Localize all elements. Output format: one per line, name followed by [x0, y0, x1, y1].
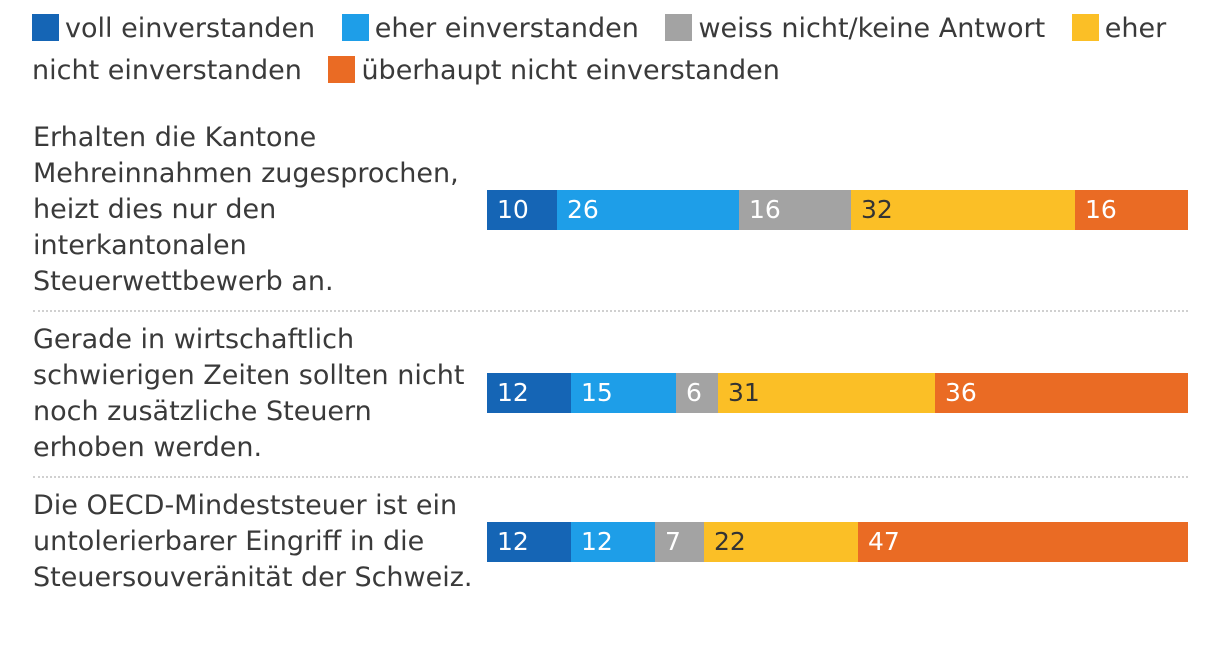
legend-label: überhaupt nicht einverstanden — [361, 55, 780, 86]
bar-segment: 32 — [851, 190, 1075, 230]
category-label: Die OECD-Mindeststeuer ist ein untolerie… — [33, 490, 473, 593]
bar-segment: 12 — [487, 373, 571, 413]
row-divider — [33, 476, 1188, 478]
legend-label: eher einverstanden — [374, 13, 639, 44]
bar-segment: 47 — [858, 522, 1188, 562]
bar-segment: 15 — [571, 373, 676, 413]
stacked-bar: 12 12 7 22 47 — [487, 522, 1188, 562]
bar-segment: 10 — [487, 190, 557, 230]
bar-segment: 6 — [676, 373, 718, 413]
legend-swatch — [1071, 14, 1099, 41]
bar-segment: 26 — [557, 190, 739, 230]
legend-swatch — [341, 14, 369, 41]
category-label: Gerade in wirtschaftlich schwierigen Zei… — [33, 324, 465, 463]
legend-label: eher nicht einverstanden — [32, 13, 1167, 86]
bar-segment: 16 — [1075, 190, 1188, 230]
legend-item: eher einverstanden — [341, 13, 639, 44]
legend-item: eher nicht einverstanden — [32, 13, 1166, 86]
row-divider — [33, 310, 1188, 312]
bar-segment: 12 — [571, 522, 655, 562]
category-label: Erhalten die Kantone Mehreinnahmen zuges… — [33, 122, 459, 297]
legend-item: überhaupt nicht einverstanden — [328, 55, 780, 86]
legend-label: voll einverstanden — [65, 13, 316, 44]
bar-segment: 7 — [655, 522, 704, 562]
stacked-bar: 10 26 16 32 16 — [487, 190, 1188, 230]
legend-swatch — [328, 56, 356, 83]
bar-segment: 36 — [935, 373, 1188, 413]
legend-label: weiss nicht/keine Antwort — [698, 13, 1046, 44]
bar-segment: 16 — [739, 190, 851, 230]
legend-item: weiss nicht/keine Antwort — [665, 13, 1045, 44]
legend-item: voll einverstanden — [32, 13, 315, 44]
chart-legend: voll einverstanden eher einverstanden we… — [32, 8, 1202, 92]
stacked-bar: 12 15 6 31 36 — [487, 373, 1188, 413]
legend-swatch — [665, 14, 693, 41]
bar-segment: 12 — [487, 522, 571, 562]
legend-swatch — [32, 14, 59, 41]
bar-segment: 22 — [704, 522, 858, 562]
bar-segment: 31 — [718, 373, 935, 413]
